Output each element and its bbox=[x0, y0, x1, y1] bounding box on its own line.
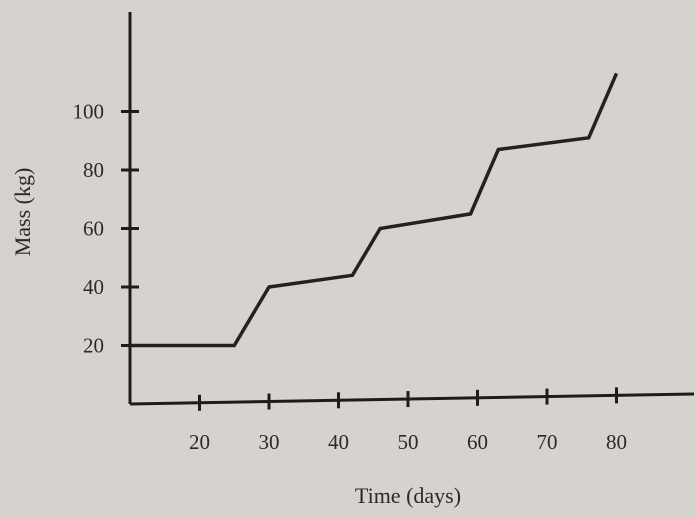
x-tick-label-40: 40 bbox=[328, 430, 349, 454]
x-tick-label-20: 20 bbox=[189, 430, 210, 454]
y-tick-label-100: 100 bbox=[73, 100, 105, 124]
y-ticks: 20 40 60 80 100 bbox=[73, 100, 139, 358]
y-axis-title: Mass (kg) bbox=[10, 168, 35, 257]
y-tick-label-80: 80 bbox=[83, 158, 104, 182]
y-tick-label-60: 60 bbox=[83, 217, 104, 241]
x-axis-title: Time (days) bbox=[355, 483, 461, 508]
x-axis-line bbox=[129, 392, 695, 406]
y-tick-label-40: 40 bbox=[83, 275, 104, 299]
series-line-0 bbox=[130, 72, 619, 348]
x-tick-label-60: 60 bbox=[467, 430, 488, 454]
x-axis bbox=[129, 392, 695, 406]
x-tick-label-80: 80 bbox=[606, 430, 627, 454]
x-tick-label-30: 30 bbox=[259, 430, 280, 454]
x-ticks: 20 30 40 50 60 70 80 bbox=[189, 387, 627, 454]
x-tick-label-70: 70 bbox=[537, 430, 558, 454]
y-tick-label-20: 20 bbox=[83, 334, 104, 358]
series bbox=[130, 72, 619, 348]
x-tick-label-50: 50 bbox=[398, 430, 419, 454]
